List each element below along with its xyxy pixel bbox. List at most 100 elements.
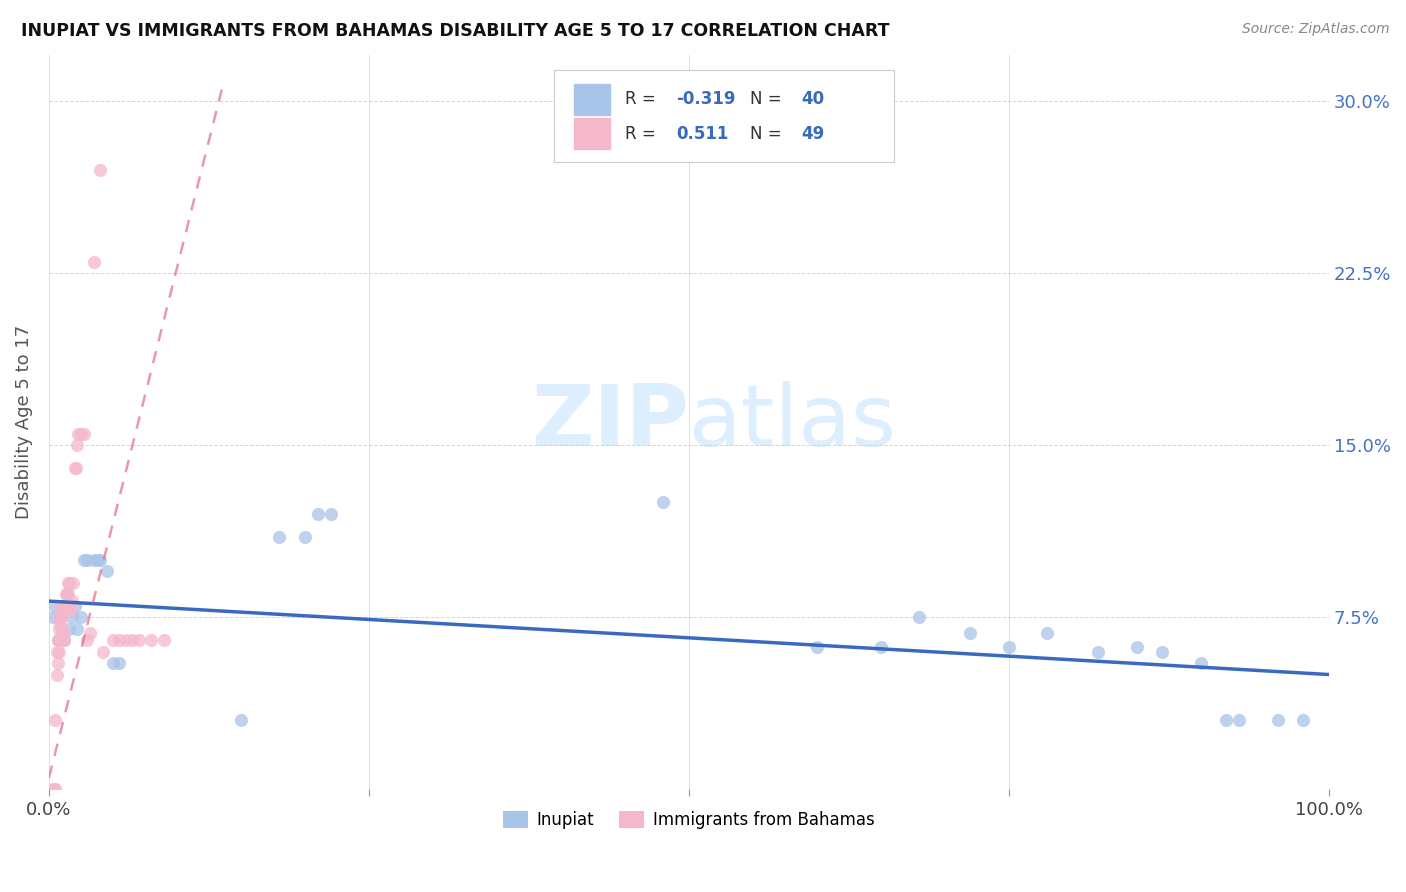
Text: R =: R = [624,125,666,143]
Text: 40: 40 [801,90,824,108]
Point [63,599,86,613]
Text: N =: N = [751,125,787,143]
Point [128,633,150,648]
Point [62,575,84,590]
Point [55,599,77,613]
Point [66,622,89,636]
Point [49,610,72,624]
Point [56,587,79,601]
Point [76,633,98,648]
Point [86,553,108,567]
Point [44,782,66,797]
Point [76,553,98,567]
Point [63,461,86,475]
Point [101,633,124,648]
Text: Source: ZipAtlas.com: Source: ZipAtlas.com [1241,22,1389,37]
Point [48,610,70,624]
Point [65,461,87,475]
Point [1087,644,1109,658]
Point [46,656,69,670]
Point [56,599,79,613]
Point [59,603,82,617]
Point [652,495,675,509]
Point [1152,644,1174,658]
Point [51,599,73,613]
Point [56,587,79,601]
Point [1215,714,1237,728]
Point [70,426,93,441]
Point [49,617,72,632]
Point [1292,714,1315,728]
Point [869,640,891,654]
Point [52,626,75,640]
Point [101,656,124,670]
Point [53,633,76,648]
Text: atlas: atlas [689,381,897,464]
Point [46,633,69,648]
Point [114,633,136,648]
Point [45,667,67,681]
Point [51,633,73,648]
Point [83,553,105,567]
Point [67,426,90,441]
Point [70,610,93,624]
Point [58,622,80,636]
Point [1036,626,1059,640]
Point [908,610,931,624]
Point [959,626,981,640]
Point [96,564,118,578]
Point [1227,714,1250,728]
Point [307,507,329,521]
Point [46,633,69,648]
Text: ZIP: ZIP [531,381,689,464]
Point [229,714,252,728]
Point [48,622,70,636]
Point [42,610,65,624]
Bar [574,119,610,149]
Point [60,610,83,624]
Text: 49: 49 [801,125,825,143]
Text: INUPIAT VS IMMIGRANTS FROM BAHAMAS DISABILITY AGE 5 TO 17 CORRELATION CHART: INUPIAT VS IMMIGRANTS FROM BAHAMAS DISAB… [21,22,890,40]
Point [51,622,73,636]
Point [1189,656,1212,670]
Point [55,587,77,601]
Point [108,633,131,648]
Point [72,553,94,567]
Point [294,530,316,544]
Point [1267,714,1289,728]
Point [44,599,66,613]
Point [89,553,111,567]
Y-axis label: Disability Age 5 to 17: Disability Age 5 to 17 [15,325,32,519]
Point [42,782,65,797]
Point [52,603,75,617]
Text: -0.319: -0.319 [676,90,735,108]
Text: 0.511: 0.511 [676,125,728,143]
Point [91,644,114,658]
Point [72,426,94,441]
Point [1126,640,1149,654]
Point [108,656,131,670]
FancyBboxPatch shape [554,70,894,161]
Point [121,633,143,648]
Point [58,575,80,590]
Point [319,507,342,521]
Point [269,530,291,544]
Point [51,599,73,613]
Point [141,633,163,648]
Point [48,644,70,658]
Point [806,640,828,654]
Point [45,644,67,658]
Point [56,575,79,590]
Point [49,633,72,648]
Point [153,633,176,648]
Point [79,626,101,640]
Legend: Inupiat, Immigrants from Bahamas: Inupiat, Immigrants from Bahamas [496,805,882,836]
Point [51,610,73,624]
Point [66,438,89,452]
Point [53,633,76,648]
Point [83,254,105,268]
Point [53,599,76,613]
Text: R =: R = [624,90,661,108]
Text: N =: N = [751,90,787,108]
Point [42,782,65,797]
